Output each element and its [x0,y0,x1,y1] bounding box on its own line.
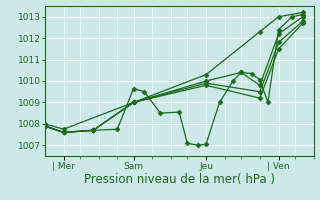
X-axis label: Pression niveau de la mer( hPa ): Pression niveau de la mer( hPa ) [84,173,275,186]
